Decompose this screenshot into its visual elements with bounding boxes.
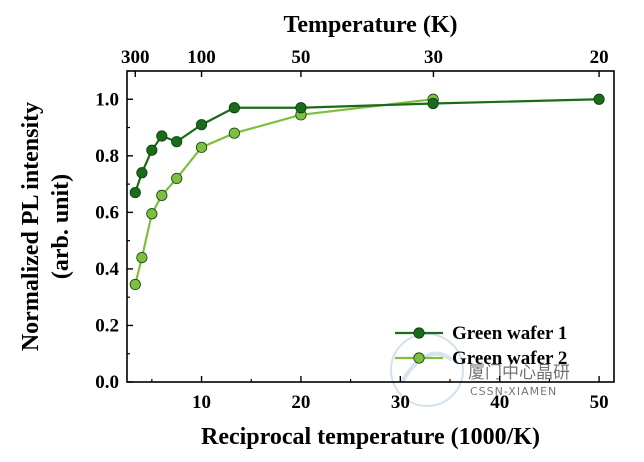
- y-tick-label: 0.2: [95, 315, 119, 336]
- y-tick-label: 1.0: [95, 89, 119, 110]
- legend-label: Green wafer 2: [452, 348, 567, 369]
- watermark-line1: 厦门中心晶研: [468, 363, 570, 383]
- data-point: [156, 130, 168, 142]
- watermark: 厦门中心晶研 CSSN-XIAMEN: [390, 333, 570, 407]
- plot-frame: [126, 70, 615, 383]
- top-tick-label: 100: [187, 47, 216, 68]
- data-point: [146, 208, 158, 220]
- data-point: [156, 189, 168, 201]
- legend: Green wafer 1 Green wafer 2: [395, 323, 567, 369]
- legend-marker: [413, 327, 425, 339]
- data-point: [228, 102, 240, 114]
- legend-entry-2: Green wafer 2: [395, 348, 567, 369]
- top-axis-label: Temperature (K): [284, 12, 458, 38]
- legend-marker: [413, 352, 425, 364]
- x-tick-label: 10: [192, 392, 211, 413]
- top-tick-label: 20: [590, 47, 609, 68]
- data-point: [129, 186, 141, 199]
- y-tick-label: 0.0: [95, 372, 119, 393]
- top-tick-label: 300: [121, 47, 150, 68]
- x-tick-label: 50: [590, 392, 609, 413]
- data-point: [295, 102, 307, 114]
- y-tick-label: 0.4: [95, 259, 119, 280]
- data-point: [136, 252, 148, 264]
- x-tick-label: 30: [391, 392, 410, 413]
- series-line: [134, 98, 600, 193]
- data-point: [195, 141, 208, 153]
- top-tick-label: 50: [291, 47, 310, 68]
- data-point: [171, 172, 183, 185]
- data-point: [593, 93, 605, 105]
- legend-entry-1: Green wafer 1: [395, 323, 567, 344]
- top-tick-label: 30: [424, 47, 443, 68]
- y-axis-label-line1: Normalized PL intensity: [18, 102, 44, 351]
- x-tick-label: 20: [291, 392, 310, 413]
- legend-label: Green wafer 1: [452, 323, 567, 344]
- watermark-logo-swoosh: [400, 351, 454, 384]
- y-tick-label: 0.8: [95, 146, 119, 167]
- series-group: [129, 93, 605, 291]
- data-point: [228, 127, 240, 139]
- series-2: [129, 93, 439, 291]
- x-tick-label: 40: [490, 392, 509, 413]
- x-axis-label: Reciprocal temperature (1000/K): [201, 424, 540, 450]
- data-point: [427, 97, 439, 110]
- data-point: [171, 136, 183, 148]
- data-point: [129, 278, 141, 291]
- data-point: [195, 119, 208, 131]
- y-axis-label-line2: (arb. unit): [48, 174, 74, 279]
- series-line: [134, 98, 434, 285]
- watermark-line2: CSSN-XIAMEN: [470, 385, 557, 398]
- data-point: [146, 144, 158, 156]
- data-point: [136, 167, 148, 179]
- y-tick-label: 0.6: [95, 202, 119, 223]
- series-1: [129, 93, 605, 199]
